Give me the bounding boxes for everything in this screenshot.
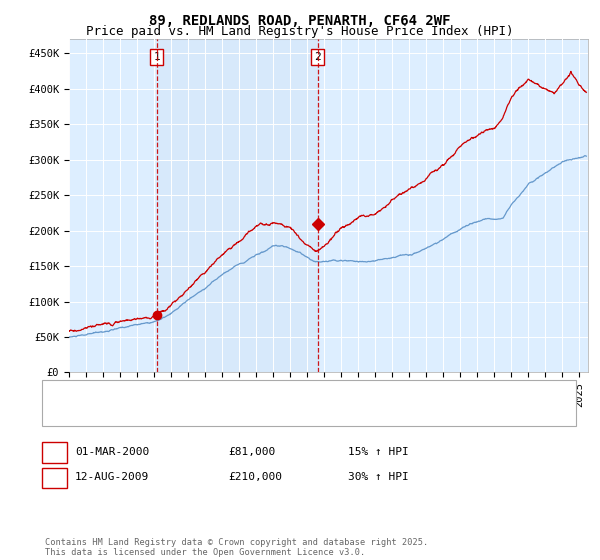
Text: 89, REDLANDS ROAD, PENARTH, CF64 2WF (semi-detached house): 89, REDLANDS ROAD, PENARTH, CF64 2WF (se… bbox=[84, 389, 446, 399]
Text: 30% ↑ HPI: 30% ↑ HPI bbox=[348, 472, 409, 482]
Text: 15% ↑ HPI: 15% ↑ HPI bbox=[348, 447, 409, 457]
Text: 12-AUG-2009: 12-AUG-2009 bbox=[75, 472, 149, 482]
Text: 2: 2 bbox=[314, 52, 321, 62]
Text: £81,000: £81,000 bbox=[228, 447, 275, 457]
Text: HPI: Average price, semi-detached house, Vale of Glamorgan: HPI: Average price, semi-detached house,… bbox=[84, 407, 446, 417]
Text: 89, REDLANDS ROAD, PENARTH, CF64 2WF: 89, REDLANDS ROAD, PENARTH, CF64 2WF bbox=[149, 14, 451, 28]
Bar bbox=[157, 39, 318, 372]
Text: 1: 1 bbox=[51, 447, 58, 457]
Text: 1: 1 bbox=[154, 52, 160, 62]
Text: 01-MAR-2000: 01-MAR-2000 bbox=[75, 447, 149, 457]
Text: 2: 2 bbox=[51, 472, 58, 482]
Text: Contains HM Land Registry data © Crown copyright and database right 2025.
This d: Contains HM Land Registry data © Crown c… bbox=[45, 538, 428, 557]
Text: Price paid vs. HM Land Registry's House Price Index (HPI): Price paid vs. HM Land Registry's House … bbox=[86, 25, 514, 38]
Text: £210,000: £210,000 bbox=[228, 472, 282, 482]
